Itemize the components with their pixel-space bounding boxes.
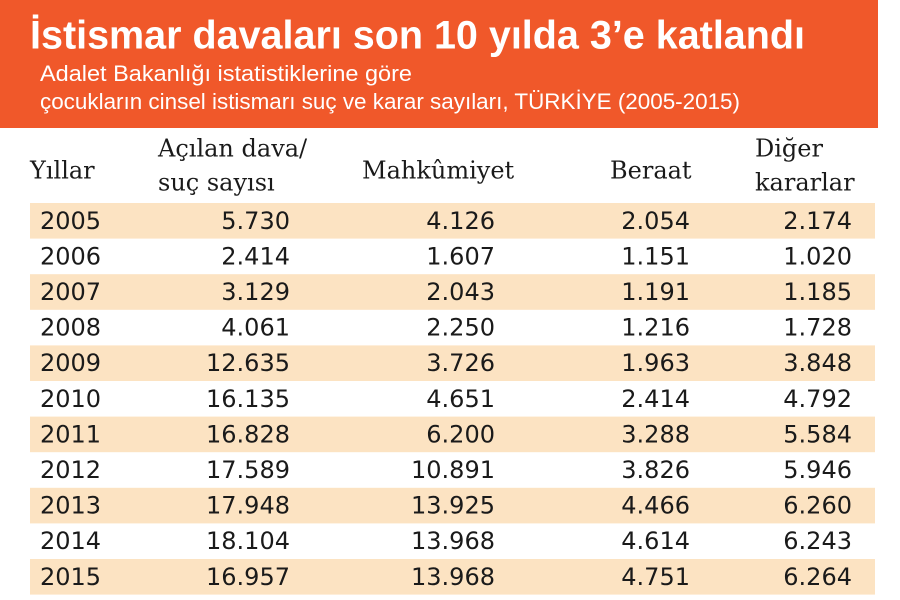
number-cell: 6.260	[783, 492, 852, 520]
number-cell: 17.948	[206, 492, 290, 520]
year-cell: 2013	[40, 492, 101, 520]
year-cell: 2006	[40, 242, 101, 270]
number-cell: 6.264	[783, 563, 852, 591]
year-cell: 2005	[40, 207, 101, 235]
number-cell: 6.200	[426, 420, 495, 448]
number-cell: 2.174	[783, 207, 852, 235]
number-cell: 4.792	[783, 385, 852, 413]
year-cell: 2011	[40, 420, 101, 448]
number-cell: 13.925	[411, 492, 495, 520]
row-band	[30, 559, 875, 595]
number-cell: 2.250	[426, 314, 495, 342]
year-cell: 2008	[40, 314, 101, 342]
number-cell: 1.728	[783, 314, 852, 342]
number-cell: 1.020	[783, 242, 852, 270]
year-cell: 2015	[40, 563, 101, 591]
number-cell: 3.288	[621, 420, 690, 448]
column-header: Açılan dava/	[157, 135, 308, 163]
year-cell: 2007	[40, 278, 101, 306]
column-header: Mahkûmiyet	[362, 157, 515, 185]
column-header: kararlar	[755, 169, 855, 197]
number-cell: 12.635	[206, 349, 290, 377]
number-cell: 3.848	[783, 349, 852, 377]
row-band	[30, 203, 875, 239]
number-cell: 4.651	[426, 385, 495, 413]
number-cell: 13.968	[411, 563, 495, 591]
number-cell: 2.054	[621, 207, 690, 235]
number-cell: 1.191	[621, 278, 690, 306]
number-cell: 5.730	[221, 207, 290, 235]
number-cell: 16.957	[206, 563, 290, 591]
number-cell: 5.584	[783, 420, 852, 448]
table: Yıllar Açılan dava/suç sayısı Mahkûmiyet Be…	[29, 135, 875, 595]
column-header: Diğer	[755, 135, 823, 163]
number-cell: 17.589	[206, 456, 290, 484]
subtitle: çocukların cinsel istismarı suç ve karar…	[40, 89, 740, 114]
column-header: Yıllar	[29, 157, 95, 185]
number-cell: 4.126	[426, 207, 495, 235]
number-cell: 10.891	[411, 456, 495, 484]
number-cell: 16.135	[206, 385, 290, 413]
number-cell: 1.151	[621, 242, 690, 270]
title: İstismar davaları son 10 yılda 3’e katla…	[30, 14, 805, 58]
year-cell: 2014	[40, 527, 101, 555]
year-cell: 2009	[40, 349, 101, 377]
number-cell: 2.414	[221, 242, 290, 270]
number-cell: 6.243	[783, 527, 852, 555]
number-cell: 2.043	[426, 278, 495, 306]
year-cell: 2012	[40, 456, 101, 484]
row-band	[30, 345, 875, 381]
number-cell: 3.726	[426, 349, 495, 377]
column-header: Beraat	[610, 157, 692, 185]
number-cell: 5.946	[783, 456, 852, 484]
number-cell: 1.185	[783, 278, 852, 306]
number-cell: 18.104	[206, 527, 290, 555]
number-cell: 4.614	[621, 527, 690, 555]
number-cell: 2.414	[621, 385, 690, 413]
number-cell: 3.129	[221, 278, 290, 306]
number-cell: 4.061	[221, 314, 290, 342]
row-band	[30, 274, 875, 310]
number-cell: 1.216	[621, 314, 690, 342]
column-header: suç sayısı	[158, 169, 275, 197]
row-band	[30, 416, 875, 453]
year-cell: 2010	[40, 385, 101, 413]
subtitle: Adalet Bakanlığı istatistiklerine göre	[40, 61, 412, 86]
number-cell: 16.828	[206, 420, 290, 448]
number-cell: 1.963	[621, 349, 690, 377]
number-cell: 13.968	[411, 527, 495, 555]
number-cell: 1.607	[426, 242, 495, 270]
row-band	[30, 487, 875, 524]
number-cell: 4.466	[621, 492, 690, 520]
number-cell: 4.751	[621, 563, 690, 591]
number-cell: 3.826	[621, 456, 690, 484]
header-band	[0, 0, 878, 128]
